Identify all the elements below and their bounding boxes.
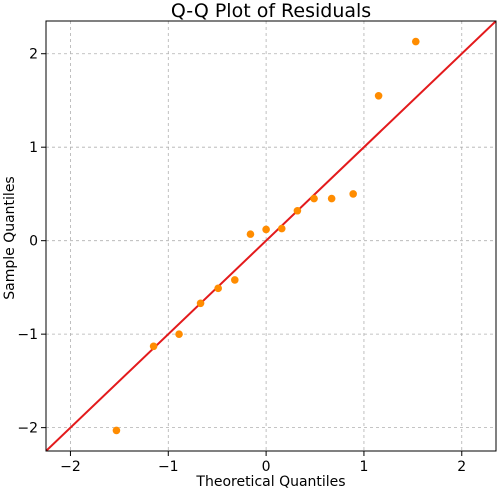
grid xyxy=(46,21,496,451)
y-tick-label: 1 xyxy=(29,140,38,156)
data-point xyxy=(112,426,121,435)
data-point xyxy=(374,91,383,100)
y-tick-label: 2 xyxy=(29,47,38,63)
y-tick-label: −1 xyxy=(17,327,38,343)
data-point xyxy=(149,342,158,351)
data-point xyxy=(175,330,183,338)
data-point xyxy=(277,224,286,233)
axis-ticks: −2 −1 0 1 2 −2 −1 0 1 2 xyxy=(17,47,466,475)
y-tick-label: −2 xyxy=(17,421,38,437)
x-tick-label: −1 xyxy=(158,459,179,475)
data-point xyxy=(214,284,222,293)
data-point xyxy=(246,230,255,238)
data-point xyxy=(411,37,420,46)
plot-area xyxy=(46,21,496,451)
x-tick-label: 2 xyxy=(457,459,466,475)
data-point xyxy=(349,190,357,198)
data-point xyxy=(293,206,302,215)
chart-title: Q-Q Plot of Residuals xyxy=(171,0,371,22)
x-axis-label: Theoretical Quantiles xyxy=(195,474,345,489)
reference-line xyxy=(46,21,496,451)
y-tick-label: 0 xyxy=(29,234,38,250)
plot-frame xyxy=(45,20,497,452)
data-point xyxy=(310,194,318,203)
x-tick-label: 0 xyxy=(262,459,271,475)
data-point xyxy=(262,225,270,234)
data-point xyxy=(196,299,205,308)
data-point xyxy=(327,194,336,203)
x-tick-label: −2 xyxy=(60,459,81,475)
y-axis-label: Sample Quantiles xyxy=(2,176,18,299)
data-point xyxy=(231,276,239,284)
x-tick-label: 1 xyxy=(359,459,368,475)
